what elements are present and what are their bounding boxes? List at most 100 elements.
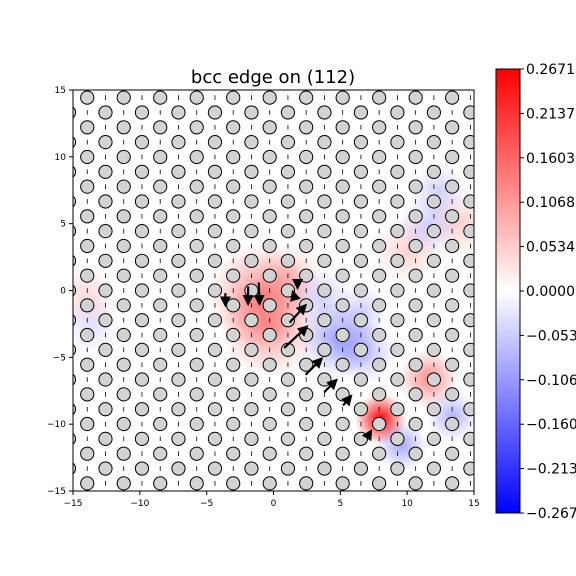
atom-marker [226, 298, 241, 313]
atom-marker [98, 283, 113, 298]
atom-marker [207, 402, 223, 417]
field-blob [333, 284, 390, 340]
atom-marker [226, 149, 241, 165]
atom-marker [280, 194, 296, 209]
atom-marker [171, 342, 186, 357]
atom-marker [226, 446, 241, 461]
colorbar: 0.2671 0.2137 0.1603 0.1068 0.0534 0.0000 −0.0… [495, 62, 576, 522]
atom-marker [408, 268, 423, 283]
atom-marker [98, 402, 113, 417]
atom-marker [353, 372, 369, 387]
y-tick-label: 0 [60, 287, 66, 297]
atom-marker [189, 90, 204, 105]
atom-marker [280, 224, 296, 239]
atom-marker [80, 298, 95, 313]
atom-marker [426, 461, 441, 476]
atom-layer [73, 76, 477, 505]
colorbar-tick-label: 0.0534 [526, 240, 575, 256]
atom-marker [244, 402, 259, 417]
atom-marker [207, 194, 223, 209]
displacement-arrow [361, 428, 373, 442]
atom-marker [463, 372, 474, 387]
atom-marker [299, 209, 314, 224]
atom-marker [99, 76, 112, 89]
atom-marker [98, 224, 113, 239]
atom-marker [335, 120, 350, 135]
atom-marker [390, 431, 405, 446]
atom-marker [262, 179, 277, 194]
atom-marker [317, 342, 332, 357]
atom-marker [73, 165, 77, 178]
atom-marker [335, 476, 350, 491]
atom-marker [207, 313, 223, 328]
atom-marker [372, 387, 387, 402]
atom-marker [335, 446, 350, 461]
atom-marker [445, 90, 460, 105]
atom-marker [207, 342, 223, 357]
atom-marker [372, 446, 387, 461]
y-tick-label: 10 [55, 153, 67, 163]
atom-marker [189, 179, 204, 194]
atom-marker [353, 313, 369, 328]
atom-marker [73, 373, 77, 386]
atom-marker [189, 327, 204, 343]
atom-marker [426, 164, 441, 179]
displacement-arrow [290, 289, 301, 302]
atom-marker [372, 357, 387, 372]
field-blob [426, 390, 474, 442]
atom-marker [116, 327, 131, 343]
atom-marker [464, 76, 477, 89]
y-tick-label: 15 [55, 86, 66, 96]
atom-marker [189, 298, 204, 313]
atom-marker [80, 120, 95, 135]
atom-marker [372, 179, 387, 194]
atom-marker [280, 461, 296, 476]
atom-marker [244, 194, 259, 209]
atom-marker [244, 342, 259, 357]
atom-marker [116, 387, 131, 402]
atom-marker [207, 253, 223, 268]
atom-marker [408, 209, 423, 224]
atom-marker [318, 492, 331, 505]
atom-marker [390, 283, 405, 298]
atom-marker [390, 342, 405, 357]
atom-marker [207, 431, 223, 446]
atom-marker [353, 135, 369, 150]
atom-marker [262, 357, 277, 372]
atom-marker [226, 416, 241, 432]
x-tick-label: −10 [130, 499, 149, 509]
atom-marker [372, 209, 387, 224]
atom-marker [317, 224, 332, 239]
atom-marker [391, 76, 404, 89]
y-tick-label: −15 [47, 487, 66, 497]
atom-marker [426, 431, 441, 446]
atom-marker [317, 164, 332, 179]
atom-marker [153, 149, 168, 165]
atom-marker [171, 402, 186, 417]
atom-marker [463, 253, 474, 268]
atom-marker [73, 106, 77, 119]
atom-marker [281, 492, 294, 505]
atom-marker [426, 402, 441, 417]
colorbar-tick-label: 0.2137 [526, 106, 575, 122]
x-tick-label: −5 [200, 499, 213, 509]
atom-marker [463, 313, 474, 328]
atom-marker [153, 416, 168, 432]
atom-marker [372, 476, 387, 491]
atom-marker [80, 268, 95, 283]
colorbar-tick-label: 0.0000 [526, 284, 575, 300]
atom-marker [116, 179, 131, 194]
y-axis: −15 −10 −5 0 5 10 15 [47, 86, 73, 497]
atom-marker [463, 105, 474, 120]
atom-marker [353, 224, 369, 239]
atom-marker [335, 149, 350, 165]
displacement-arrow [304, 357, 324, 376]
displacement-arrow-layer [219, 279, 373, 442]
atom-marker [317, 283, 332, 298]
atom-marker [134, 402, 150, 417]
atom-marker [226, 387, 241, 402]
atom-marker [390, 224, 405, 239]
atom-marker [80, 416, 95, 432]
atom-marker [134, 164, 150, 179]
atom-marker [262, 149, 277, 165]
